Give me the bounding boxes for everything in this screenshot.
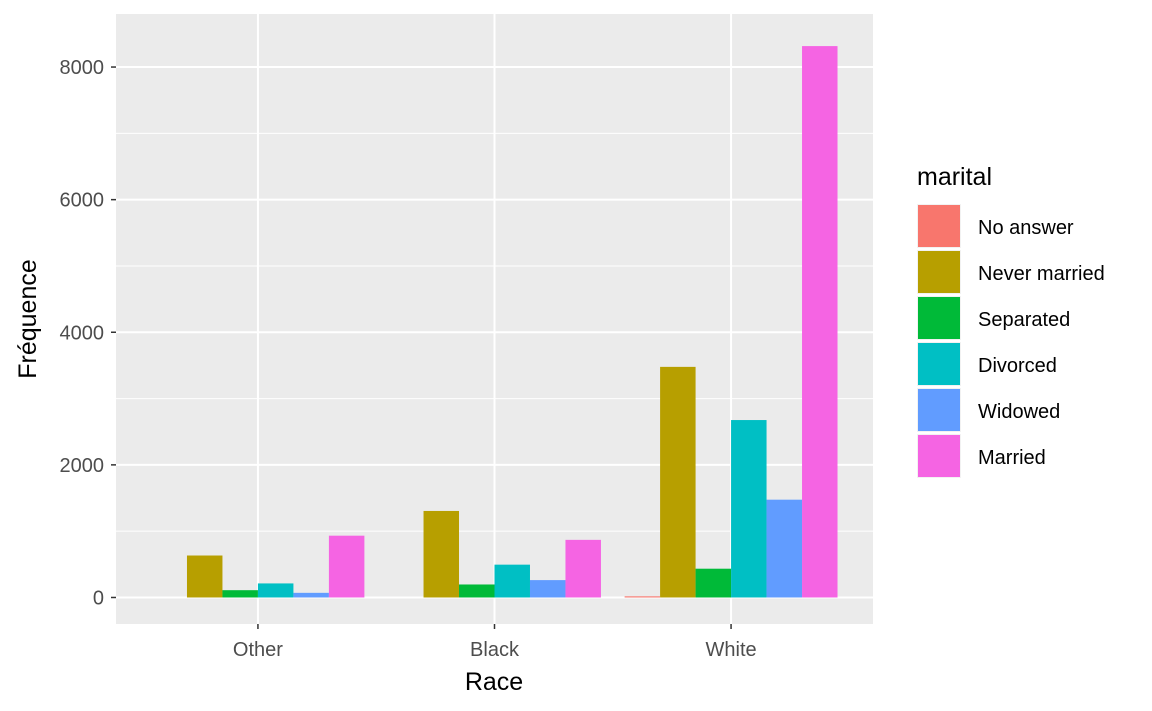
bar-white-no-answer [625, 596, 660, 597]
legend-label: Never married [978, 263, 1105, 285]
y-tick-label: 4000 [60, 322, 105, 344]
bar-black-never-married [424, 511, 459, 598]
bar-white-divorced [731, 420, 766, 597]
legend-swatch [918, 297, 960, 339]
bar-other-widowed [293, 593, 328, 598]
legend-title: marital [917, 163, 992, 191]
x-tick-label: White [706, 639, 757, 661]
legend-swatch [918, 251, 960, 293]
bar-white-separated [696, 569, 731, 598]
legend: marital No answer Never married Separated D… [917, 163, 1105, 478]
legend-swatch [918, 389, 960, 431]
bar-white-married [802, 46, 837, 597]
bar-black-married [565, 540, 600, 598]
y-axis: 0 2000 4000 6000 8000 [60, 57, 117, 609]
legend-label: Married [978, 447, 1046, 469]
bar-white-widowed [767, 500, 802, 598]
x-tick-label: Other [233, 639, 283, 661]
legend-items: No answer Never married Separated Divorced W… [917, 204, 1105, 478]
bar-black-widowed [530, 580, 565, 597]
y-axis-title: Fréquence [14, 259, 42, 379]
y-tick-label: 2000 [60, 455, 105, 477]
bar-other-never-married [187, 556, 222, 598]
legend-label: Widowed [978, 401, 1060, 423]
x-axis-title: Race [465, 668, 523, 696]
x-tick-label: Black [470, 639, 520, 661]
y-tick-label: 6000 [60, 190, 105, 212]
x-axis: Other Black White [233, 624, 757, 661]
bar-other-separated [222, 590, 257, 597]
legend-swatch [918, 205, 960, 247]
bar-white-never-married [660, 367, 695, 598]
bar-other-married [329, 536, 364, 598]
legend-label: No answer [978, 217, 1074, 239]
legend-label: Divorced [978, 355, 1057, 377]
bar-other-divorced [258, 583, 293, 597]
legend-swatch [918, 343, 960, 385]
bar-black-separated [459, 584, 494, 597]
y-tick-label: 8000 [60, 57, 105, 79]
legend-label: Separated [978, 309, 1070, 331]
legend-swatch [918, 435, 960, 477]
bar-black-divorced [495, 565, 530, 598]
y-tick-label: 0 [93, 587, 104, 609]
